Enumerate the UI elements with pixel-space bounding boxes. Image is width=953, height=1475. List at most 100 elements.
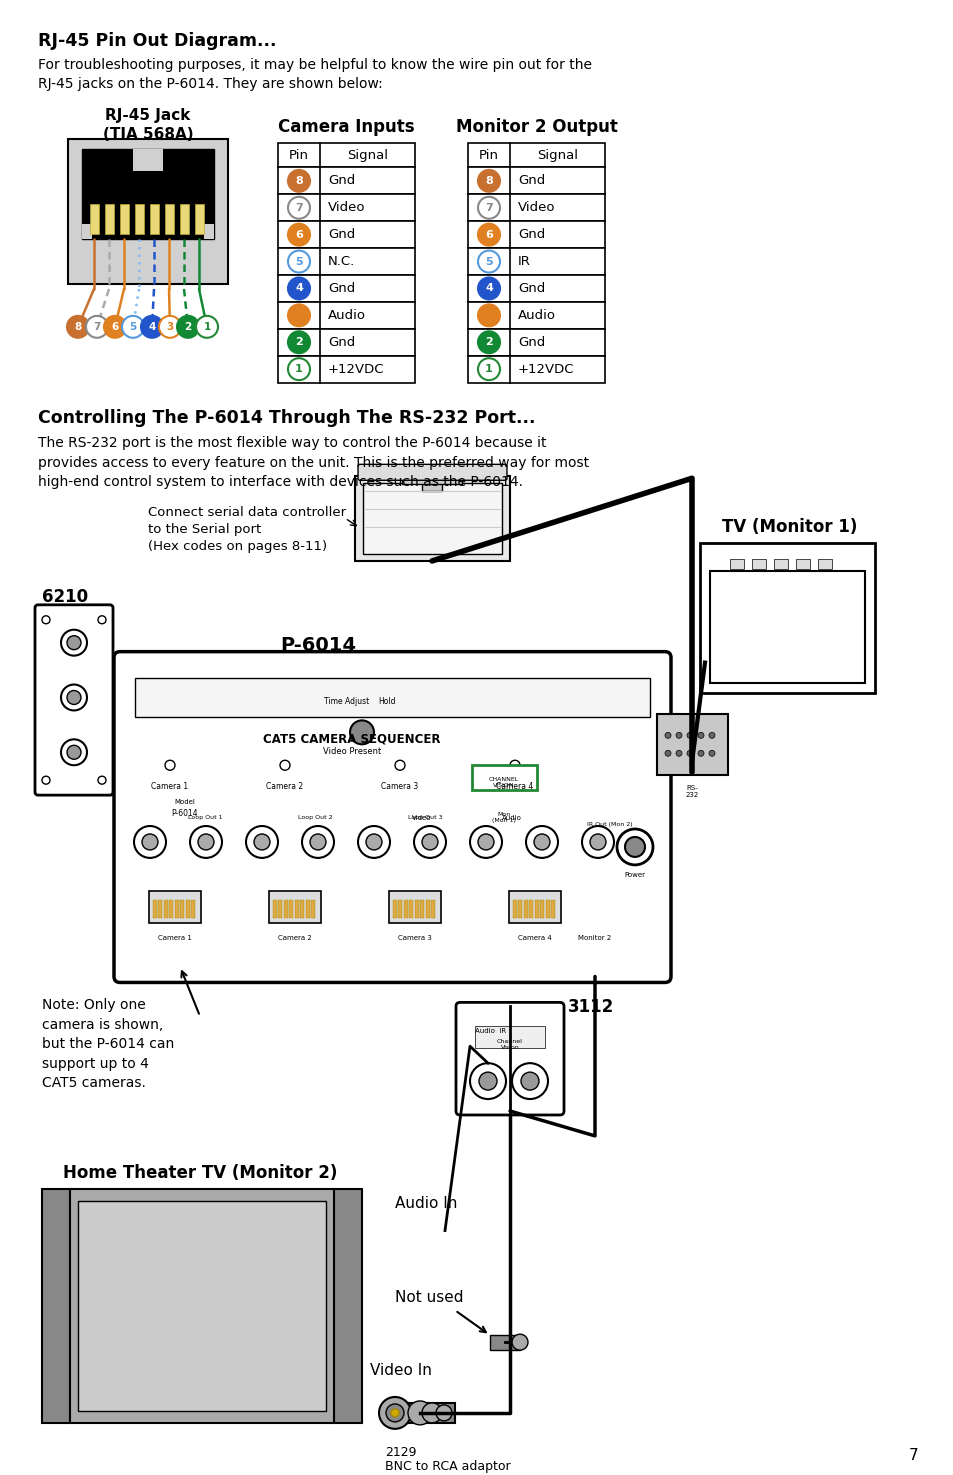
Text: Gnd: Gnd bbox=[517, 282, 545, 295]
Bar bbox=[105, 204, 113, 235]
Bar bbox=[194, 204, 204, 235]
Text: 5: 5 bbox=[485, 257, 493, 267]
Text: Video In: Video In bbox=[370, 1363, 432, 1378]
Circle shape bbox=[98, 615, 106, 624]
Text: Camera 2: Camera 2 bbox=[266, 782, 303, 791]
Text: Home Theater TV (Monitor 2): Home Theater TV (Monitor 2) bbox=[63, 1164, 336, 1181]
Circle shape bbox=[414, 826, 446, 858]
Circle shape bbox=[350, 720, 374, 745]
Text: IR: IR bbox=[517, 255, 530, 268]
Bar bbox=[817, 559, 831, 569]
Text: Camera Inputs: Camera Inputs bbox=[278, 118, 415, 136]
Text: 5: 5 bbox=[130, 322, 136, 332]
Bar bbox=[513, 900, 517, 917]
Bar bbox=[82, 149, 213, 239]
Circle shape bbox=[122, 316, 144, 338]
Circle shape bbox=[253, 833, 270, 850]
Text: Audio In: Audio In bbox=[395, 1196, 456, 1211]
Bar bbox=[120, 204, 129, 235]
Text: 2: 2 bbox=[294, 338, 302, 347]
Circle shape bbox=[421, 1403, 441, 1423]
Bar bbox=[300, 900, 304, 917]
Text: Audio: Audio bbox=[328, 308, 366, 322]
Bar bbox=[729, 559, 743, 569]
Text: Gnd: Gnd bbox=[517, 174, 545, 187]
Text: 2: 2 bbox=[485, 338, 493, 347]
Text: 4: 4 bbox=[148, 322, 155, 332]
Circle shape bbox=[86, 316, 108, 338]
Bar bbox=[523, 900, 527, 917]
Circle shape bbox=[589, 833, 605, 850]
Bar bbox=[415, 900, 418, 917]
Text: Signal: Signal bbox=[537, 149, 578, 162]
Bar bbox=[150, 204, 159, 235]
Text: Audio  IR: Audio IR bbox=[475, 1028, 506, 1034]
FancyBboxPatch shape bbox=[35, 605, 112, 795]
Bar bbox=[426, 900, 430, 917]
Bar bbox=[180, 900, 184, 917]
Bar bbox=[472, 766, 537, 791]
Circle shape bbox=[302, 826, 334, 858]
Text: RJ-45 Pin Out Diagram...: RJ-45 Pin Out Diagram... bbox=[38, 32, 276, 50]
Text: 3: 3 bbox=[485, 310, 493, 320]
Text: Audio: Audio bbox=[501, 816, 521, 822]
Bar bbox=[409, 900, 413, 917]
FancyBboxPatch shape bbox=[389, 891, 440, 923]
Circle shape bbox=[512, 1335, 527, 1350]
Bar bbox=[468, 143, 604, 167]
Text: Audio: Audio bbox=[517, 308, 556, 322]
Bar bbox=[186, 900, 190, 917]
Text: Gnd: Gnd bbox=[328, 174, 355, 187]
Text: Camera 1: Camera 1 bbox=[158, 935, 192, 941]
FancyBboxPatch shape bbox=[269, 891, 320, 923]
Bar bbox=[529, 900, 533, 917]
Text: The RS-232 port is the most flexible way to control the P-6014 because it
provid: The RS-232 port is the most flexible way… bbox=[38, 437, 589, 490]
Circle shape bbox=[141, 316, 163, 338]
Bar bbox=[70, 1189, 334, 1423]
Bar bbox=[393, 900, 396, 917]
Text: Mon
(Mon 1): Mon (Mon 1) bbox=[492, 813, 516, 823]
Circle shape bbox=[617, 829, 652, 864]
Circle shape bbox=[142, 833, 158, 850]
FancyBboxPatch shape bbox=[456, 1003, 563, 1115]
Bar bbox=[751, 559, 765, 569]
Bar bbox=[468, 355, 604, 382]
Bar bbox=[82, 224, 91, 239]
Text: Not used: Not used bbox=[395, 1291, 463, 1305]
Circle shape bbox=[288, 170, 310, 192]
Circle shape bbox=[581, 826, 614, 858]
Text: Hold: Hold bbox=[377, 698, 395, 707]
Text: TV (Monitor 1): TV (Monitor 1) bbox=[721, 518, 857, 535]
Circle shape bbox=[477, 170, 499, 192]
Circle shape bbox=[477, 304, 499, 326]
Bar bbox=[277, 355, 415, 382]
Circle shape bbox=[67, 690, 81, 705]
Bar bbox=[152, 900, 157, 917]
Text: 6: 6 bbox=[294, 230, 303, 239]
Bar bbox=[164, 900, 168, 917]
Bar bbox=[468, 221, 604, 248]
Circle shape bbox=[288, 224, 310, 246]
Bar bbox=[363, 484, 501, 555]
Circle shape bbox=[686, 733, 692, 739]
Bar bbox=[180, 204, 189, 235]
Circle shape bbox=[470, 1063, 505, 1099]
Bar bbox=[468, 329, 604, 355]
Circle shape bbox=[664, 751, 670, 757]
Circle shape bbox=[676, 751, 681, 757]
Text: Gnd: Gnd bbox=[517, 336, 545, 348]
Bar bbox=[468, 302, 604, 329]
Text: Camera 4: Camera 4 bbox=[517, 935, 551, 941]
Text: 3112: 3112 bbox=[567, 999, 614, 1016]
FancyBboxPatch shape bbox=[657, 714, 727, 776]
Bar bbox=[545, 900, 550, 917]
Circle shape bbox=[280, 760, 290, 770]
Text: +12VDC: +12VDC bbox=[517, 363, 574, 376]
Bar bbox=[158, 900, 162, 917]
Circle shape bbox=[664, 733, 670, 739]
Circle shape bbox=[195, 316, 218, 338]
Circle shape bbox=[67, 745, 81, 760]
Text: Gnd: Gnd bbox=[517, 229, 545, 240]
Bar bbox=[174, 900, 179, 917]
Circle shape bbox=[676, 733, 681, 739]
